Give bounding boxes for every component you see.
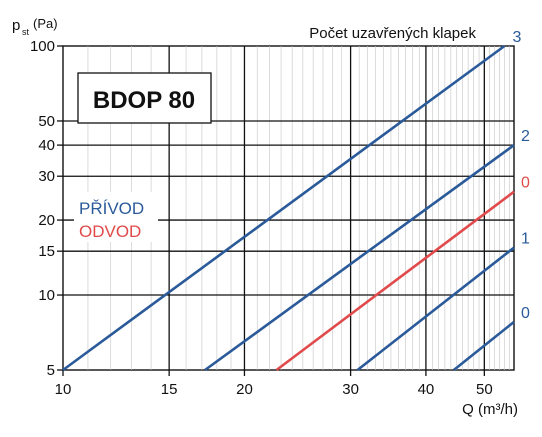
y-axis-label: p st (Pa) xyxy=(12,16,58,37)
y-axis-unit: (Pa) xyxy=(33,16,58,31)
x-tick-label: 40 xyxy=(418,381,435,398)
series-label-2: 0 xyxy=(521,175,530,192)
series-label-3: 1 xyxy=(521,231,530,248)
chart-title: BDOP 80 xyxy=(93,87,195,114)
title-box: BDOP 80 xyxy=(77,72,212,124)
series-line-0 xyxy=(62,44,506,372)
series-line-4 xyxy=(452,320,515,372)
series-label-4: 0 xyxy=(521,305,530,322)
legend-exhaust: ODVOD xyxy=(79,222,141,241)
y-tick-label: 15 xyxy=(38,243,55,260)
series-line-2 xyxy=(275,190,515,372)
y-tick-label: 100 xyxy=(30,38,55,55)
y-tick-label: 30 xyxy=(38,168,55,185)
legend-supply: PŘÍVOD xyxy=(79,199,144,218)
x-tick-label: 10 xyxy=(55,381,72,398)
y-tick-label: 50 xyxy=(38,113,55,130)
legend: PŘÍVOD ODVOD xyxy=(74,192,158,242)
y-tick-label: 20 xyxy=(38,212,55,229)
series-line-1 xyxy=(204,144,515,372)
plot-frame xyxy=(62,45,515,371)
series-line-3 xyxy=(356,246,515,372)
series-lines: 3 2 0 1 0 xyxy=(62,29,530,372)
grid xyxy=(57,45,515,376)
series-label-1: 2 xyxy=(521,128,530,145)
x-tick-label: 15 xyxy=(161,381,178,398)
x-tick-label: 30 xyxy=(342,381,359,398)
series-label-0: 3 xyxy=(512,29,521,46)
y-tick-label: 40 xyxy=(38,137,55,154)
header-note: Počet uzavřených klapek xyxy=(309,25,476,42)
y-tick-label: 5 xyxy=(47,362,55,379)
x-tick-label: 20 xyxy=(236,381,253,398)
y-axis-subscript: st xyxy=(22,27,30,37)
y-axis-symbol: p xyxy=(12,17,20,34)
x-axis-label: Q (m³/h) xyxy=(462,401,518,418)
y-tick-label: 10 xyxy=(38,287,55,304)
x-tick-label: 50 xyxy=(476,381,493,398)
